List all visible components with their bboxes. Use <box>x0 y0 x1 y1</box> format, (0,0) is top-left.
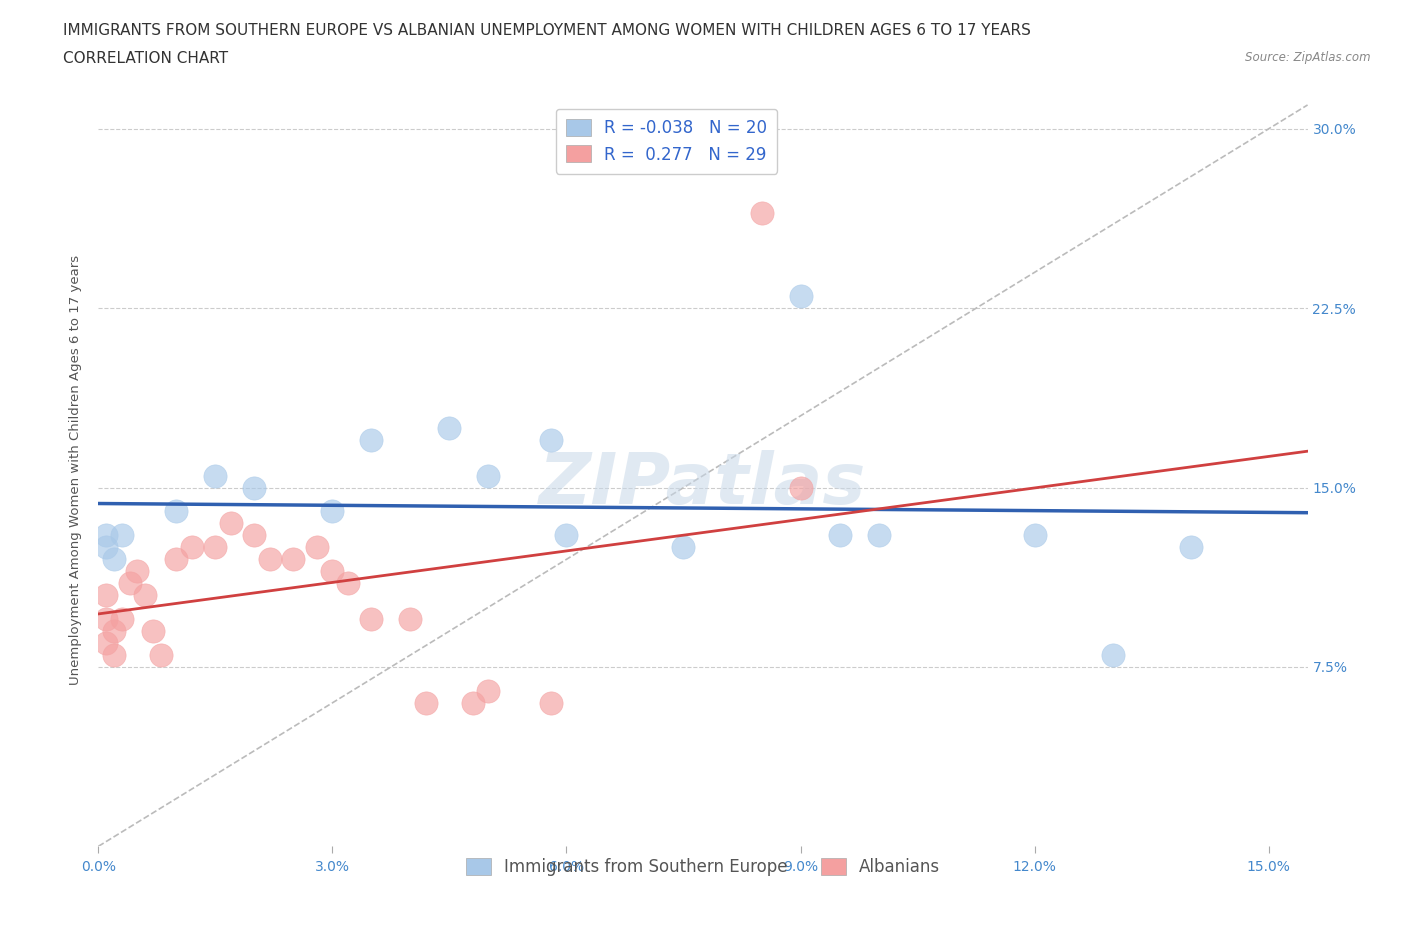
Point <box>181 540 204 555</box>
Point <box>204 468 226 483</box>
Point <box>789 289 811 304</box>
Text: CORRELATION CHART: CORRELATION CHART <box>63 51 228 66</box>
Point <box>96 612 118 627</box>
Point <box>219 516 242 531</box>
Point <box>461 696 484 711</box>
Point <box>1180 540 1202 555</box>
Point <box>1101 647 1123 662</box>
Text: Source: ZipAtlas.com: Source: ZipAtlas.com <box>1246 51 1371 64</box>
Point <box>1024 528 1046 543</box>
Point <box>243 528 266 543</box>
Point <box>204 540 226 555</box>
Point <box>96 528 118 543</box>
Point <box>243 480 266 495</box>
Point <box>337 576 360 591</box>
Point <box>321 564 343 578</box>
Point <box>96 540 118 555</box>
Point <box>415 696 437 711</box>
Point <box>439 420 461 435</box>
Point <box>103 647 125 662</box>
Point <box>672 540 695 555</box>
Point <box>321 504 343 519</box>
Point <box>305 540 328 555</box>
Point <box>789 480 811 495</box>
Point <box>103 551 125 566</box>
Point <box>103 624 125 639</box>
Point <box>360 612 382 627</box>
Point <box>118 576 141 591</box>
Point <box>283 551 305 566</box>
Point <box>477 468 499 483</box>
Point <box>259 551 281 566</box>
Point <box>165 551 187 566</box>
Point <box>399 612 422 627</box>
Point <box>540 432 562 447</box>
Point <box>111 612 134 627</box>
Text: ZIPatlas: ZIPatlas <box>540 450 866 519</box>
Point <box>127 564 149 578</box>
Point <box>868 528 890 543</box>
Point <box>96 635 118 650</box>
Point <box>540 696 562 711</box>
Point <box>360 432 382 447</box>
Point <box>165 504 187 519</box>
Legend: Immigrants from Southern Europe, Albanians: Immigrants from Southern Europe, Albania… <box>458 852 948 883</box>
Point <box>134 588 156 603</box>
Point <box>477 684 499 698</box>
Point <box>142 624 165 639</box>
Point <box>111 528 134 543</box>
Point <box>149 647 172 662</box>
Point <box>555 528 578 543</box>
Point <box>751 206 773 220</box>
Y-axis label: Unemployment Among Women with Children Ages 6 to 17 years: Unemployment Among Women with Children A… <box>69 255 83 684</box>
Point <box>96 588 118 603</box>
Point <box>828 528 851 543</box>
Text: IMMIGRANTS FROM SOUTHERN EUROPE VS ALBANIAN UNEMPLOYMENT AMONG WOMEN WITH CHILDR: IMMIGRANTS FROM SOUTHERN EUROPE VS ALBAN… <box>63 23 1031 38</box>
